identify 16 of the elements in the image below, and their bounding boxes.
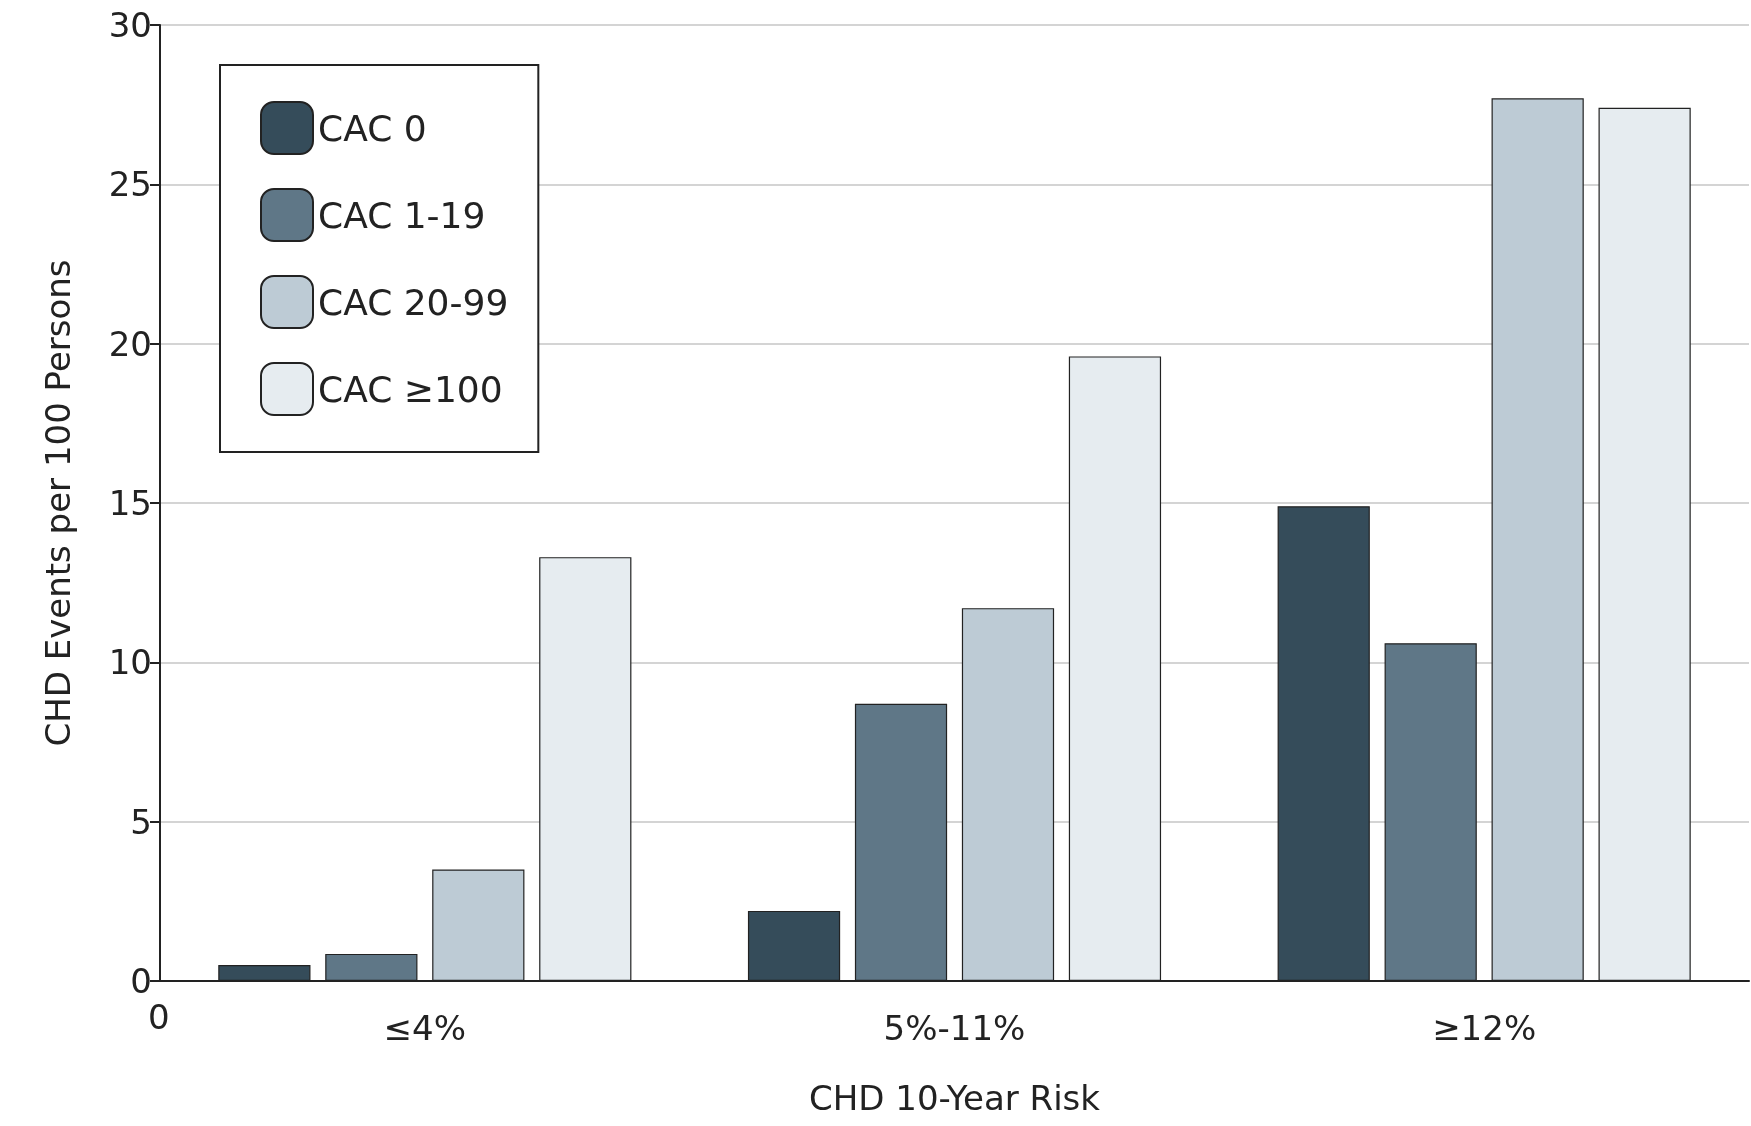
x-tick-label: ≤4%: [383, 1008, 467, 1048]
y-tick-label: 15: [108, 483, 152, 523]
y-tick-label: 30: [108, 5, 152, 45]
x-tick-label: 5%-11%: [883, 1008, 1026, 1048]
legend-label: CAC 0: [318, 107, 427, 149]
x-tick-label: ≥12%: [1432, 1008, 1537, 1048]
y-axis-title: CHD Events per 100 Persons: [38, 259, 78, 747]
y-tick-label: 0: [130, 961, 152, 1001]
x-axis-title: CHD 10-Year Risk: [808, 1078, 1101, 1118]
y-tick-label: 20: [108, 323, 152, 364]
legend-label: CAC 20-99: [318, 281, 509, 323]
y-tick-label: 10: [108, 642, 152, 683]
y-tick-label: 5: [130, 801, 152, 842]
y-tick-label: 25: [108, 164, 152, 205]
legend-label: CAC 1-19: [318, 194, 486, 236]
legend-label: CAC ≥100: [318, 368, 503, 410]
